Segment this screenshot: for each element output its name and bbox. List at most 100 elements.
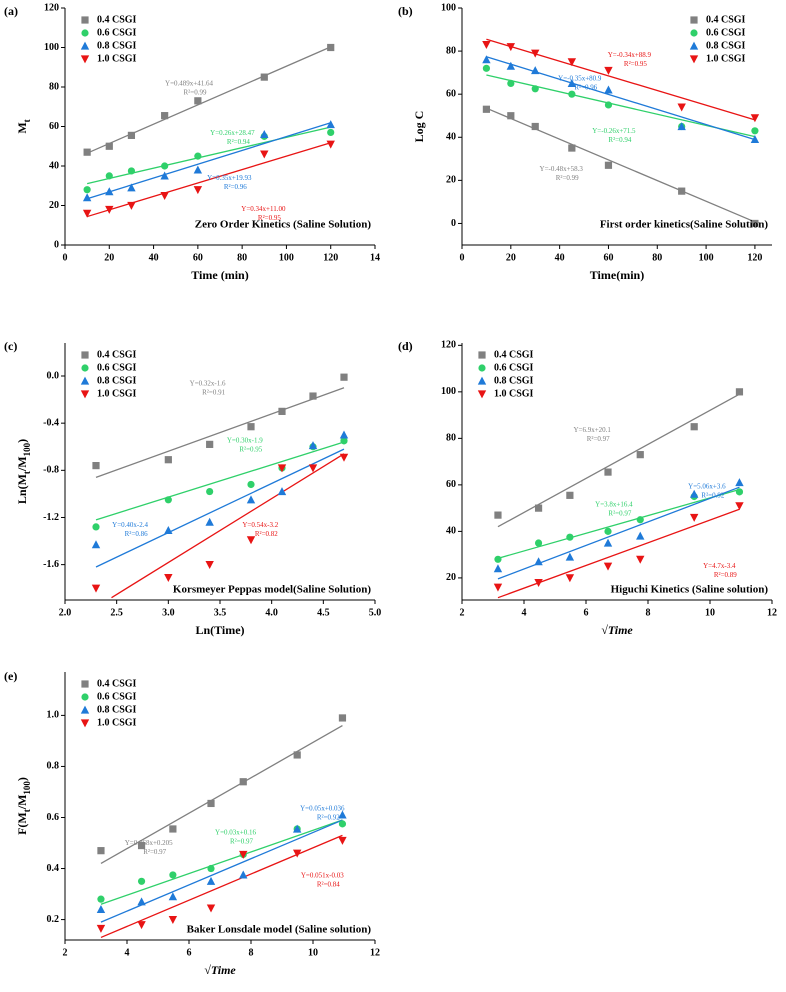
model-note: Baker Lonsdale model (Saline solution) — [187, 924, 372, 936]
x-tick-label: 2.5 — [110, 607, 123, 618]
x-tick-label: 10 — [705, 607, 715, 618]
legend-marker — [478, 364, 486, 372]
fit-r-squared: R²=0.92 — [317, 813, 340, 821]
fit-r-squared: R²=0.92 — [701, 492, 724, 500]
legend-marker — [80, 55, 90, 64]
data-point — [735, 388, 744, 396]
data-point — [636, 531, 645, 540]
x-axis-label-part: √Time — [204, 963, 236, 977]
y-tick-label: 40 — [446, 526, 456, 537]
data-point — [565, 552, 575, 561]
fit-r-squared: R²=0.89 — [714, 571, 737, 579]
fit-line — [111, 453, 345, 599]
fit-equation: Y=0.05x+0.036 — [300, 804, 345, 812]
fit-r-squared: R²=0.99 — [556, 174, 579, 182]
fit-r-squared: R²=0.97 — [143, 848, 166, 856]
panel-label: (d) — [398, 339, 413, 353]
data-point — [482, 64, 491, 72]
data-point — [326, 140, 335, 149]
data-point — [506, 43, 516, 52]
data-point — [105, 187, 114, 196]
fit-r-squared: R²=0.97 — [230, 837, 253, 845]
data-point — [169, 825, 177, 833]
data-point — [105, 172, 113, 180]
data-point — [96, 904, 106, 913]
data-point — [534, 578, 543, 587]
data-point — [164, 496, 172, 504]
data-point — [603, 538, 613, 547]
data-point — [568, 90, 576, 98]
data-point — [82, 193, 92, 202]
model-note: Korsmeyer Peppas model(Saline Solution) — [173, 584, 371, 596]
y-tick-label: 40 — [446, 132, 456, 143]
model-note: Higuchi Kinetics (Saline solution) — [611, 584, 769, 596]
fit-equation: Y=5.06x+3.6 — [688, 483, 726, 491]
fit-equation: Y=-0.34x+88.9 — [608, 51, 652, 59]
fit-equation: Y=0.30x-1.9 — [227, 436, 263, 444]
data-point — [326, 120, 335, 129]
data-point — [127, 131, 136, 139]
legend-marker — [477, 390, 487, 399]
data-point — [531, 122, 539, 131]
legend-label: 0.4 CSGI — [97, 678, 137, 689]
legend-marker — [689, 41, 699, 50]
x-tick-label: 4 — [522, 607, 527, 618]
data-point — [161, 112, 169, 120]
data-point — [678, 187, 686, 195]
fit-line — [486, 38, 756, 121]
x-tick-label: 60 — [193, 252, 203, 263]
data-point — [604, 85, 613, 94]
data-point — [689, 489, 699, 498]
fit-equation: Y=-0.48x+58.3 — [540, 165, 584, 173]
panel-label: (e) — [4, 669, 17, 683]
data-point — [482, 105, 491, 113]
fit-line — [486, 56, 756, 141]
data-point — [97, 847, 105, 855]
y-tick-label: 0.6 — [47, 812, 60, 823]
data-point — [127, 183, 136, 192]
legend-label: 1.0 CSGI — [494, 388, 534, 399]
y-tick-label: 20 — [49, 200, 59, 211]
fit-line — [86, 122, 331, 200]
data-point — [105, 142, 113, 150]
data-point — [168, 892, 178, 901]
data-point — [690, 423, 698, 431]
x-tick-label: 100 — [699, 252, 714, 263]
y-tick-label: 1.0 — [47, 710, 60, 721]
fit-equation: Y=-0.35x+80.9 — [558, 75, 602, 83]
legend-marker — [477, 376, 487, 385]
data-point — [604, 468, 612, 476]
fit-r-squared: R²=0.95 — [239, 445, 262, 453]
legend-label: 0.8 CSGI — [97, 40, 137, 51]
x-tick-label: 60 — [603, 252, 613, 263]
legend-label: 0.6 CSGI — [97, 27, 137, 38]
legend-marker — [80, 705, 90, 714]
y-axis-label-part: M — [15, 122, 29, 133]
data-point — [566, 533, 574, 541]
fit-r-squared: R²=0.94 — [227, 138, 250, 146]
data-point — [340, 437, 348, 445]
legend-label: 0.8 CSGI — [97, 704, 137, 715]
fit-equation: Y=0.051x-0.03 — [301, 871, 344, 879]
fit-line — [95, 387, 345, 479]
legend-marker — [689, 55, 699, 64]
legend-marker — [81, 29, 89, 37]
data-point — [482, 41, 491, 50]
x-tick-label: 6 — [584, 607, 589, 618]
data-point — [308, 441, 318, 450]
x-tick-label: 3.5 — [214, 607, 227, 618]
data-point — [339, 453, 349, 462]
fit-r-squared: R²=0.97 — [608, 510, 631, 518]
y-tick-label: 0.4 — [47, 863, 60, 874]
data-point — [308, 464, 318, 473]
x-axis-label: Time(min) — [590, 268, 644, 282]
legend-label: 0.6 CSGI — [494, 362, 534, 373]
data-point — [239, 870, 248, 879]
y-tick-label: -1.2 — [43, 512, 59, 523]
x-tick-label: 2 — [460, 607, 465, 618]
legend-label: 0.4 CSGI — [706, 14, 746, 25]
data-point — [327, 128, 335, 137]
data-point — [677, 103, 686, 112]
fit-equation: Y=0.068x+0.205 — [125, 839, 173, 847]
